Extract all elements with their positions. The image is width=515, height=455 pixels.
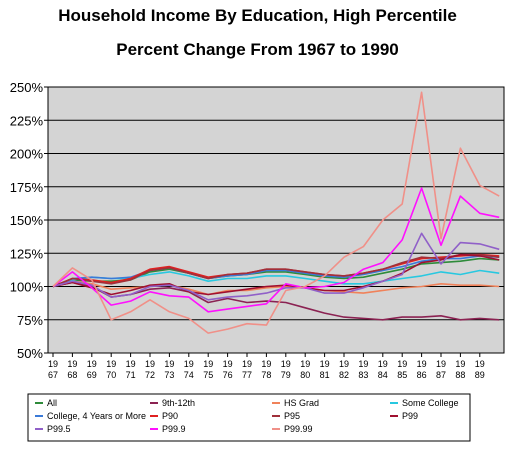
x-tick-label: 19 [223, 359, 233, 369]
y-tick-label: 225% [10, 113, 44, 128]
x-tick-label: 74 [184, 370, 194, 380]
x-tick-label: 81 [320, 370, 330, 380]
x-tick-label: 80 [300, 370, 310, 380]
x-tick-label: 69 [87, 370, 97, 380]
x-tick-label: 19 [242, 359, 252, 369]
x-tick-label: 72 [145, 370, 155, 380]
x-tick-label: 19 [417, 359, 427, 369]
legend-label: All [47, 398, 57, 408]
x-tick-label: 71 [126, 370, 136, 380]
x-tick-label: 19 [320, 359, 330, 369]
chart-subtitle: Percent Change From 1967 to 1990 [116, 40, 399, 59]
x-tick-label: 19 [358, 359, 368, 369]
x-tick-label: 76 [223, 370, 233, 380]
legend-label: P90 [162, 411, 178, 421]
x-tick-label: 19 [164, 359, 174, 369]
x-tick-label: 19 [339, 359, 349, 369]
legend-label: HS Grad [284, 398, 319, 408]
x-tick-label: 73 [164, 370, 174, 380]
x-tick-label: 67 [48, 370, 58, 380]
x-tick-label: 83 [358, 370, 368, 380]
chart-title: Household Income By Education, High Perc… [58, 6, 457, 25]
x-tick-label: 82 [339, 370, 349, 380]
x-tick-label: 70 [106, 370, 116, 380]
x-tick-label: 89 [475, 370, 485, 380]
x-tick-label: 75 [203, 370, 213, 380]
series-line [52, 91, 500, 334]
x-tick-label: 19 [397, 359, 407, 369]
legend-label: College, 4 Years or More [47, 411, 146, 421]
x-tick-label: 19 [475, 359, 485, 369]
y-tick-label: 250% [10, 80, 44, 95]
series-line [52, 255, 500, 288]
legend-label: P99.9 [162, 424, 186, 434]
y-tick-label: 100% [10, 280, 44, 295]
x-tick-label: 19 [436, 359, 446, 369]
x-tick-label: 19 [378, 359, 388, 369]
y-tick-label: 200% [10, 147, 44, 162]
x-tick-label: 19 [145, 359, 155, 369]
x-tick-label: 79 [281, 370, 291, 380]
x-tick-label: 86 [417, 370, 427, 380]
x-tick-label: 68 [67, 370, 77, 380]
y-tick-label: 50% [17, 346, 43, 361]
series-line [52, 232, 500, 301]
x-tick-label: 88 [455, 370, 465, 380]
gridlines [48, 119, 504, 321]
legend-label: P95 [284, 411, 300, 421]
series-lines [52, 91, 500, 334]
legend-label: P99.5 [47, 424, 71, 434]
legend: All 9th-12th HS Grad Some College College, 4… [35, 398, 459, 434]
x-tick-label: 84 [378, 370, 388, 380]
x-tick-label: 19 [281, 359, 291, 369]
legend-label: 9th-12th [162, 398, 195, 408]
y-axis: 50% 75% 100% 125% 150% 175% 200% 225% 250% [10, 80, 48, 361]
legend-label: Some College [402, 398, 459, 408]
legend-label: P99 [402, 411, 418, 421]
series-line [52, 253, 500, 288]
x-tick-label: 19 [203, 359, 213, 369]
x-tick-label: 19 [300, 359, 310, 369]
x-tick-label: 19 [106, 359, 116, 369]
y-tick-label: 175% [10, 180, 44, 195]
series-line [52, 187, 500, 313]
x-tick-label: 78 [261, 370, 271, 380]
x-tick-label: 77 [242, 370, 252, 380]
x-axis: 1967196819691970197119721973197419751976… [48, 353, 485, 380]
y-tick-label: 150% [10, 213, 44, 228]
x-tick-label: 19 [67, 359, 77, 369]
legend-box [27, 393, 471, 442]
x-tick-label: 19 [48, 359, 58, 369]
x-tick-label: 19 [184, 359, 194, 369]
y-tick-label: 75% [17, 313, 43, 328]
x-tick-label: 87 [436, 370, 446, 380]
x-tick-label: 19 [87, 359, 97, 369]
x-tick-label: 19 [261, 359, 271, 369]
series-line [52, 280, 500, 296]
legend-label: P99.99 [284, 424, 313, 434]
x-tick-label: 85 [397, 370, 407, 380]
x-tick-label: 19 [126, 359, 136, 369]
x-tick-label: 19 [455, 359, 465, 369]
y-tick-label: 125% [10, 246, 44, 261]
series-line [52, 253, 500, 296]
